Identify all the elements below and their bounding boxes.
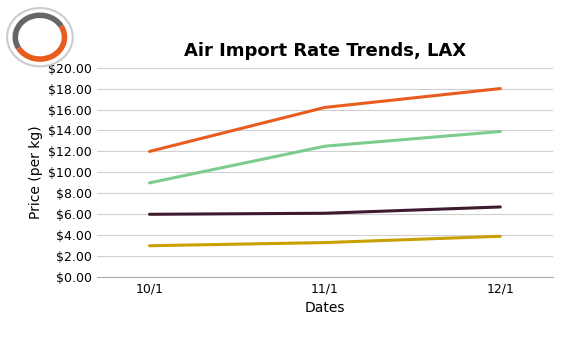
Circle shape — [7, 8, 73, 66]
Shanghai - LAX — [321, 105, 328, 110]
Mumbai - LAX — [146, 181, 153, 185]
London - LAX — [146, 212, 153, 216]
London - LAX — [321, 211, 328, 215]
X-axis label: Dates: Dates — [304, 300, 345, 315]
Shanghai - LAX — [497, 87, 504, 91]
Mumbai - LAX — [321, 144, 328, 148]
Title: Air Import Rate Trends, LAX: Air Import Rate Trends, LAX — [184, 43, 466, 61]
Sao Paulo - LAX — [321, 241, 328, 245]
Shanghai - LAX — [146, 149, 153, 153]
Line: Sao Paulo - LAX: Sao Paulo - LAX — [149, 236, 500, 246]
Line: Shanghai - LAX: Shanghai - LAX — [149, 89, 500, 151]
Sao Paulo - LAX — [497, 234, 504, 238]
London - LAX — [497, 205, 504, 209]
Y-axis label: Price (per kg): Price (per kg) — [28, 126, 43, 219]
Line: London - LAX: London - LAX — [149, 207, 500, 214]
Line: Mumbai - LAX: Mumbai - LAX — [149, 131, 500, 183]
Sao Paulo - LAX — [146, 244, 153, 248]
Mumbai - LAX — [497, 129, 504, 134]
